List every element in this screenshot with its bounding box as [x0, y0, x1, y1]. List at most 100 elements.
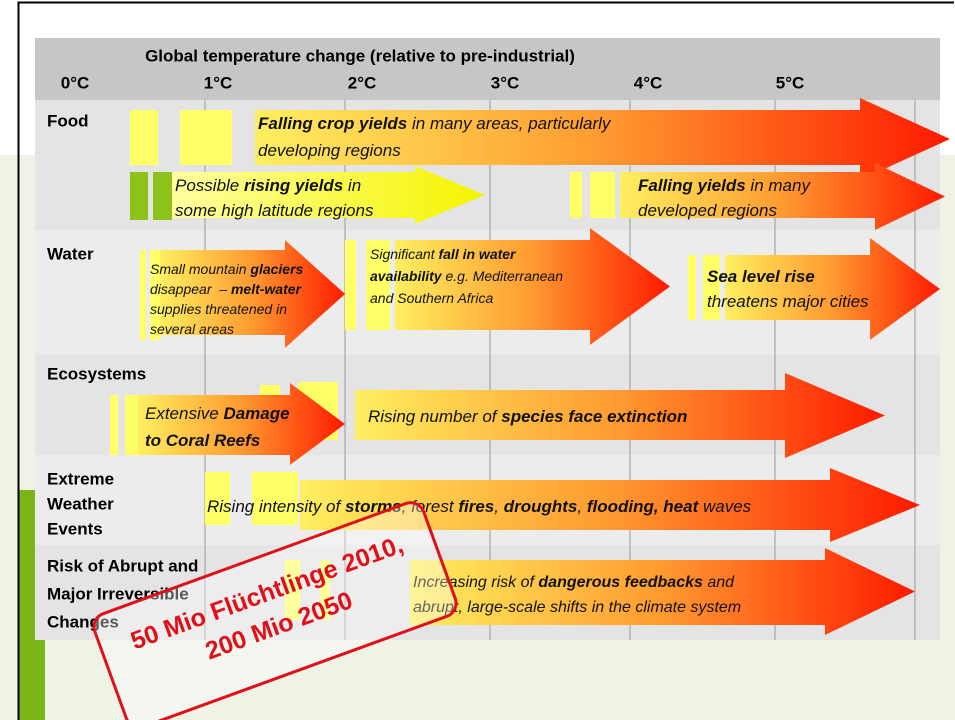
temperature-label: 2°C [348, 73, 377, 92]
text-run: species face extinction [501, 407, 687, 426]
arrow [410, 548, 915, 635]
text-run: Significant [370, 246, 438, 262]
arrow-text: Rising intensity of storms, forest fires… [207, 497, 752, 516]
text-run: , [494, 497, 503, 516]
text-run: flooding, heat [587, 497, 700, 516]
text-run: Falling yields [638, 176, 746, 195]
yellow-bar [252, 472, 298, 525]
yellow-bar [688, 255, 696, 320]
row-label: Water [47, 244, 94, 263]
text-run: fall in water [438, 246, 517, 262]
arrow-text: availability e.g. Mediterranean [370, 268, 563, 284]
header-band [35, 38, 940, 100]
arrow-text: developed regions [638, 201, 777, 220]
text-run: glaciers [249, 261, 303, 277]
text-run: Falling crop yields [258, 114, 407, 133]
stamp-border [92, 501, 458, 720]
arrows [110, 98, 950, 635]
row-label: Risk of Abrupt and [47, 556, 198, 575]
text-run: supplies threatened in [150, 301, 287, 317]
arrow [300, 468, 920, 542]
text-run: availability [370, 268, 443, 284]
text-run: fires [458, 497, 494, 516]
text-run: Rising intensity of [207, 497, 345, 516]
title: Global temperature change (relative to p… [145, 46, 575, 65]
arrow-text: developing regions [258, 141, 401, 160]
text-run: Increasing risk of [413, 574, 538, 591]
arrow-text: threatens major cities [707, 292, 869, 311]
arrow [255, 98, 950, 180]
row-label: Major Irreversible [47, 584, 189, 603]
arrow [395, 228, 670, 345]
text-run: and [703, 574, 735, 591]
text-run: to Coral Reefs [145, 431, 260, 450]
arrow-text: some high latitude regions [175, 201, 374, 220]
text-run: droughts [504, 497, 578, 516]
text-run: , [577, 497, 586, 516]
temperature-label: 4°C [634, 73, 663, 92]
row-label: Ecosystems [47, 364, 146, 383]
text-run: Rising number of [368, 407, 501, 426]
text-run: developed regions [638, 201, 777, 220]
arrow-text: disappear – melt-water [150, 281, 303, 297]
arrow-text: abrupt, large-scale shifts in the climat… [413, 599, 741, 616]
row-label: Extreme [47, 469, 114, 488]
text-run: Extensive [145, 404, 223, 423]
yellow-bar [320, 560, 330, 620]
arrow-text: Sea level rise [707, 267, 815, 286]
text-run: Sea level rise [707, 267, 815, 286]
arrow-text: Falling crop yields in many areas, parti… [258, 114, 612, 133]
row-label: Events [47, 519, 103, 538]
arrow [172, 166, 485, 224]
yellow-bar [703, 255, 720, 320]
text-run: abrupt, large-scale shifts in the climat… [413, 599, 741, 616]
row-label: Food [47, 111, 89, 130]
text-run: e.g. Mediterranean [442, 268, 564, 284]
text-run: waves [698, 497, 751, 516]
arrow-text: Small mountain glaciers [150, 261, 304, 277]
arrow-text: Possible rising yields in [175, 176, 361, 195]
arrow-text: Significant fall in water [370, 246, 517, 262]
text-run: developing regions [258, 141, 401, 160]
green-bar [153, 172, 172, 220]
text-run: in many areas, particularly [407, 114, 612, 133]
yellow-bar [570, 172, 582, 218]
text-run: in many [746, 176, 812, 195]
row-label: Changes [47, 612, 119, 631]
temperature-label: 5°C [776, 73, 805, 92]
text-run: Small mountain [150, 261, 250, 277]
text-run: melt-water [231, 281, 303, 297]
row-label: Weather [47, 494, 114, 513]
temperature-label: 0°C [61, 73, 90, 92]
yellow-bar [345, 240, 356, 330]
text-run: several areas [150, 321, 234, 337]
arrow [725, 238, 940, 340]
arrow-text: Rising number of species face extinction [368, 407, 687, 426]
yellow-bar [140, 250, 146, 340]
arrow-text: supplies threatened in [150, 301, 287, 317]
text-run: and Southern Africa [370, 290, 493, 306]
text-run: dangerous feedbacks [538, 574, 703, 591]
arrow-text: Increasing risk of dangerous feedbacks a… [413, 574, 735, 591]
text-run: Possible [175, 176, 244, 195]
text-run: disappear – [150, 281, 231, 297]
labels: Global temperature change (relative to p… [47, 46, 869, 631]
yellow-bar [285, 560, 300, 620]
arrow [355, 373, 885, 458]
arrow-text: several areas [150, 321, 234, 337]
arrow [138, 383, 345, 465]
text-run: some high latitude regions [175, 201, 374, 220]
yellow-bar [150, 250, 160, 340]
yellow-bar [180, 110, 232, 165]
yellow-bar [590, 172, 615, 218]
arrow-text: Falling yields in many [638, 176, 811, 195]
arrow [620, 163, 945, 230]
green-bar [130, 172, 148, 220]
yellow-bar [110, 395, 118, 455]
frame [17, 1, 954, 720]
arrow-text: Extensive Damage [145, 404, 290, 423]
yellow-bar [130, 110, 158, 165]
text-run: Damage [223, 404, 289, 423]
temperature-label: 1°C [204, 73, 233, 92]
